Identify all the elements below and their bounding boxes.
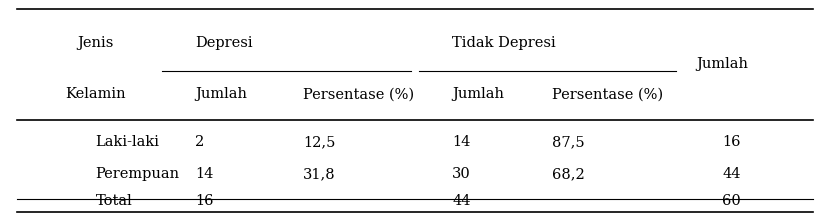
Text: 2: 2: [195, 135, 204, 149]
Text: Perempuan: Perempuan: [95, 167, 179, 181]
Text: Persentase (%): Persentase (%): [552, 87, 663, 101]
Text: 30: 30: [452, 167, 471, 181]
Text: 14: 14: [452, 135, 471, 149]
Text: Persentase (%): Persentase (%): [303, 87, 414, 101]
Text: 31,8: 31,8: [303, 167, 335, 181]
Text: 87,5: 87,5: [552, 135, 584, 149]
Text: Jumlah: Jumlah: [696, 57, 748, 71]
Text: 68,2: 68,2: [552, 167, 584, 181]
Text: Total: Total: [95, 194, 132, 208]
Text: 60: 60: [722, 194, 741, 208]
Text: 44: 44: [722, 167, 740, 181]
Text: 12,5: 12,5: [303, 135, 335, 149]
Text: Kelamin: Kelamin: [65, 87, 126, 101]
Text: 16: 16: [195, 194, 213, 208]
Text: Laki-laki: Laki-laki: [95, 135, 159, 149]
Text: 44: 44: [452, 194, 471, 208]
Text: 14: 14: [195, 167, 213, 181]
Text: 16: 16: [722, 135, 740, 149]
Text: Tidak Depresi: Tidak Depresi: [452, 36, 556, 50]
Text: Jumlah: Jumlah: [452, 87, 505, 101]
Text: Depresi: Depresi: [195, 36, 252, 50]
Text: Jumlah: Jumlah: [195, 87, 247, 101]
Text: Jenis: Jenis: [77, 36, 114, 50]
